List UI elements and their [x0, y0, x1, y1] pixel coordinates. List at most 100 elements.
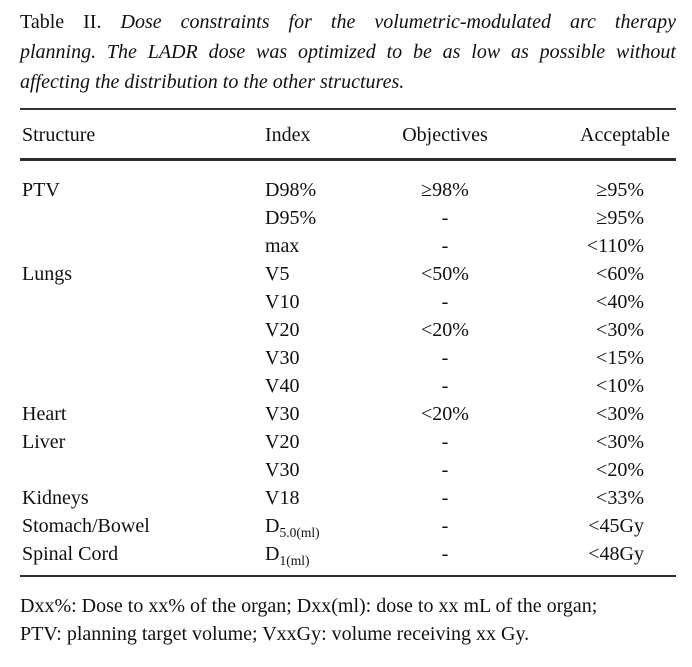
index-value: V20	[265, 431, 300, 453]
index-value: D	[265, 543, 280, 565]
cell-structure: Stomach/Bowel	[22, 515, 150, 537]
cell-objectives: <20%	[421, 319, 469, 341]
column-header-objectives: Objectives	[402, 124, 488, 146]
index-value: V40	[265, 375, 300, 397]
cell-acceptable: <45Gy	[588, 515, 644, 537]
column-header-index: Index	[265, 124, 311, 146]
index-value: D95%	[265, 207, 317, 229]
caption-line-1: Table II. Dose constraints for the volum…	[20, 7, 676, 37]
cell-index: max	[265, 232, 390, 260]
cell-objectives: ≥98%	[421, 179, 469, 201]
table-row: Spinal Cord D1(ml) - <48Gy	[20, 540, 676, 568]
cell-objectives: -	[441, 487, 449, 509]
index-value: V5	[265, 263, 290, 285]
cell-objectives: -	[441, 291, 449, 313]
caption-text-1: Dose constraints for the volumetric-modu…	[120, 11, 677, 33]
cell-index: D95%	[265, 204, 390, 232]
index-value: V30	[265, 403, 300, 425]
column-header-structure: Structure	[22, 124, 96, 146]
cell-acceptable: <10%	[596, 375, 644, 397]
index-value: max	[265, 235, 300, 257]
cell-objectives: <50%	[421, 263, 469, 285]
table-row: V30 - <15%	[20, 344, 676, 372]
cell-index: V40	[265, 372, 390, 400]
caption-line-2: planning. The LADR dose was optimized to…	[20, 41, 676, 63]
cell-index: D1(ml)	[265, 540, 390, 570]
table-row: Lungs V5 <50% <60%	[20, 260, 676, 288]
cell-index: V30	[265, 400, 390, 428]
top-rule	[20, 108, 676, 110]
cell-objectives: -	[441, 459, 449, 481]
caption-label: Table II.	[20, 11, 102, 33]
column-header-acceptable: Acceptable	[580, 124, 670, 146]
cell-objectives: -	[441, 543, 449, 565]
cell-acceptable: <20%	[596, 459, 644, 481]
table-row: V30 - <20%	[20, 456, 676, 484]
cell-objectives: -	[441, 207, 449, 229]
cell-structure: Liver	[22, 431, 66, 453]
cell-structure: Spinal Cord	[22, 543, 119, 565]
footnote-line-2: PTV: planning target volume; VxxGy: volu…	[20, 623, 530, 645]
cell-acceptable: <48Gy	[588, 543, 644, 565]
cell-acceptable: <40%	[596, 291, 644, 313]
cell-structure: Kidneys	[22, 487, 89, 509]
index-value: V30	[265, 347, 300, 369]
table-row: V40 - <10%	[20, 372, 676, 400]
cell-structure: PTV	[22, 179, 60, 201]
header-rule	[20, 158, 676, 161]
cell-acceptable: ≥95%	[596, 207, 644, 229]
index-value: V30	[265, 459, 300, 481]
cell-objectives: -	[441, 347, 449, 369]
caption-line-3: affecting the distribution to the other …	[20, 71, 405, 93]
cell-objectives: <20%	[421, 403, 469, 425]
cell-objectives: -	[441, 235, 449, 257]
cell-objectives: -	[441, 431, 449, 453]
cell-index: V10	[265, 288, 390, 316]
cell-index: V20	[265, 428, 390, 456]
table-caption: Table II. Dose constraints for the volum…	[20, 7, 676, 97]
cell-objectives: -	[441, 515, 449, 537]
cell-acceptable: <15%	[596, 347, 644, 369]
table-row: D95% - ≥95%	[20, 204, 676, 232]
index-value: D98%	[265, 179, 317, 201]
cell-structure	[20, 372, 265, 400]
table-footnote: Dxx%: Dose to xx% of the organ; Dxx(ml):…	[20, 592, 676, 648]
cell-acceptable: <33%	[596, 487, 644, 509]
cell-index: D5.0(ml)	[265, 512, 390, 542]
cell-structure	[20, 204, 265, 232]
table-row: Liver V20 - <30%	[20, 428, 676, 456]
cell-structure	[20, 232, 265, 260]
table-row: V10 - <40%	[20, 288, 676, 316]
cell-index: V20	[265, 316, 390, 344]
index-value: V20	[265, 319, 300, 341]
cell-acceptable: <30%	[596, 431, 644, 453]
table-row: Heart V30 <20% <30%	[20, 400, 676, 428]
cell-index: V30	[265, 344, 390, 372]
cell-acceptable: <30%	[596, 403, 644, 425]
table-row: max - <110%	[20, 232, 676, 260]
cell-index: V30	[265, 456, 390, 484]
bottom-rule	[20, 575, 676, 577]
index-value: V10	[265, 291, 300, 313]
cell-structure: Lungs	[22, 263, 72, 285]
index-value: V18	[265, 487, 300, 509]
cell-index: V5	[265, 260, 390, 288]
cell-structure: Heart	[22, 403, 67, 425]
cell-index: D98%	[265, 176, 390, 204]
table-header-row: Structure Index Objectives Acceptable	[20, 110, 676, 158]
index-subscript: 5.0(ml)	[279, 524, 320, 540]
table-body: PTV D98% ≥98% ≥95% D95% - ≥95% max - <110% Lungs V5…	[20, 161, 676, 568]
cell-acceptable: ≥95%	[596, 179, 644, 201]
index-value: D	[265, 515, 280, 537]
table-row: PTV D98% ≥98% ≥95%	[20, 176, 676, 204]
table-row: Stomach/Bowel D5.0(ml) - <45Gy	[20, 512, 676, 540]
cell-acceptable: <60%	[596, 263, 644, 285]
footnote-line-1: Dxx%: Dose to xx% of the organ; Dxx(ml):…	[20, 595, 598, 617]
cell-acceptable: <30%	[596, 319, 644, 341]
cell-structure	[20, 344, 265, 372]
cell-structure	[20, 456, 265, 484]
table-row: Kidneys V18 - <33%	[20, 484, 676, 512]
cell-structure	[20, 316, 265, 344]
cell-structure	[20, 288, 265, 316]
